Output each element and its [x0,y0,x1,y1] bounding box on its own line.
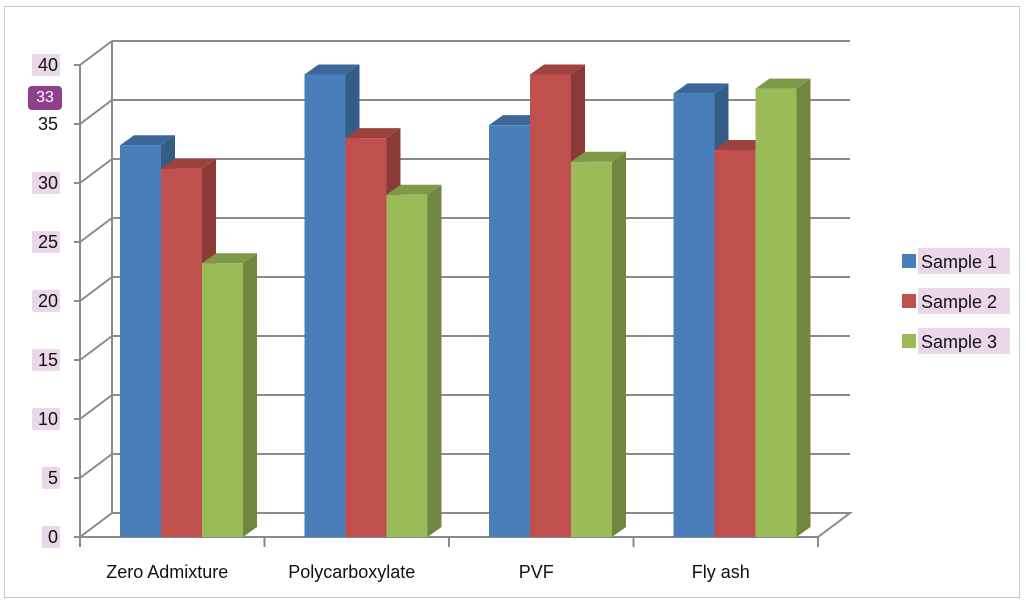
gridline-side-25 [79,217,113,243]
bar-front [202,263,243,537]
ytick-highlight-40 [32,54,60,76]
bar-side [243,253,257,538]
bar-front [386,194,428,538]
bar-top [755,78,811,89]
gridline-side-15 [79,335,113,361]
bar-top [304,64,360,75]
ytick-label-10: 10 [38,409,58,429]
gridline-side-5 [79,453,113,479]
bar-front [161,168,202,537]
ytick-label-40: 40 [38,55,58,75]
bars [120,64,811,538]
x-tick-labels: Zero Admixture Polycarboxylate PVF Fly ash [106,562,750,582]
legend-label-2: Sample 2 [921,292,997,312]
bar-top [571,151,626,162]
ytick-highlight-5 [42,467,60,489]
xtick-label-fly-ash: Fly ash [692,562,750,582]
bar-front [489,125,530,538]
bar-top [345,128,401,139]
bar-side [612,151,626,537]
bar-front [714,149,756,537]
legend-label-1: Sample 1 [921,252,997,272]
legend-highlight-1 [918,248,1010,274]
bar-side [427,184,442,538]
xtick-label-pvf: PVF [519,562,554,582]
bar-front [755,88,797,537]
ytick-highlight-30 [32,172,60,194]
gridline-side-20 [79,276,113,302]
bar-front [673,93,715,537]
bar-top [386,184,442,195]
ytick-highlight-0 [42,526,60,548]
ytick-label-5: 5 [48,468,58,488]
value-badge: 33 [28,86,62,110]
bar-zero-admixture-sample-2 [161,158,216,537]
ytick-highlight-15 [32,349,60,371]
bar-top [120,135,175,146]
ytick-label-30: 30 [38,173,58,193]
legend: Sample 1 Sample 2 Sample 3 [902,248,1010,354]
xtick-label-polycarboxylate: Polycarboxylate [288,562,415,582]
bar-zero-admixture-sample-3 [202,253,257,538]
legend-swatch-1 [902,254,916,268]
gridline-side-35 [79,99,113,125]
ytick-highlight-10 [32,408,60,430]
bar-fly-ash-sample-3 [755,78,811,537]
xtick-label-zero-admixture: Zero Admixture [106,562,228,582]
ytick-label-0: 0 [48,527,58,547]
ytick-label-35: 35 [38,114,58,134]
legend-label-3: Sample 3 [921,332,997,352]
ytick-highlight-20 [32,290,60,312]
bar-polycarboxylate-sample-3 [386,184,442,538]
bar-front [345,138,387,537]
bar-front [120,145,161,538]
axes [74,41,853,547]
bar-side [796,78,811,537]
bar-top [673,83,729,94]
bar-top [202,253,257,264]
bar-front [304,74,346,537]
legend-highlight-3 [918,328,1010,354]
gridline-side-30 [79,158,113,184]
ytick-label-25: 25 [38,232,58,252]
y-tick-labels: 0 5 10 15 20 25 30 35 40 [32,54,60,548]
bar-pvf-sample-3 [571,151,626,537]
ytick-label-20: 20 [38,291,58,311]
chart-border [4,6,1020,598]
bar-front [571,161,612,537]
gridline-side-10 [79,394,113,420]
ytick-label-15: 15 [38,350,58,370]
ytick-highlight-25 [32,231,60,253]
gridline-side-40 [79,40,113,66]
legend-swatch-3 [902,334,916,348]
legend-highlight-2 [918,288,1010,314]
bar-front [530,74,571,537]
legend-swatch-2 [902,294,916,308]
bar-top [530,64,585,75]
bar-top [161,158,216,169]
